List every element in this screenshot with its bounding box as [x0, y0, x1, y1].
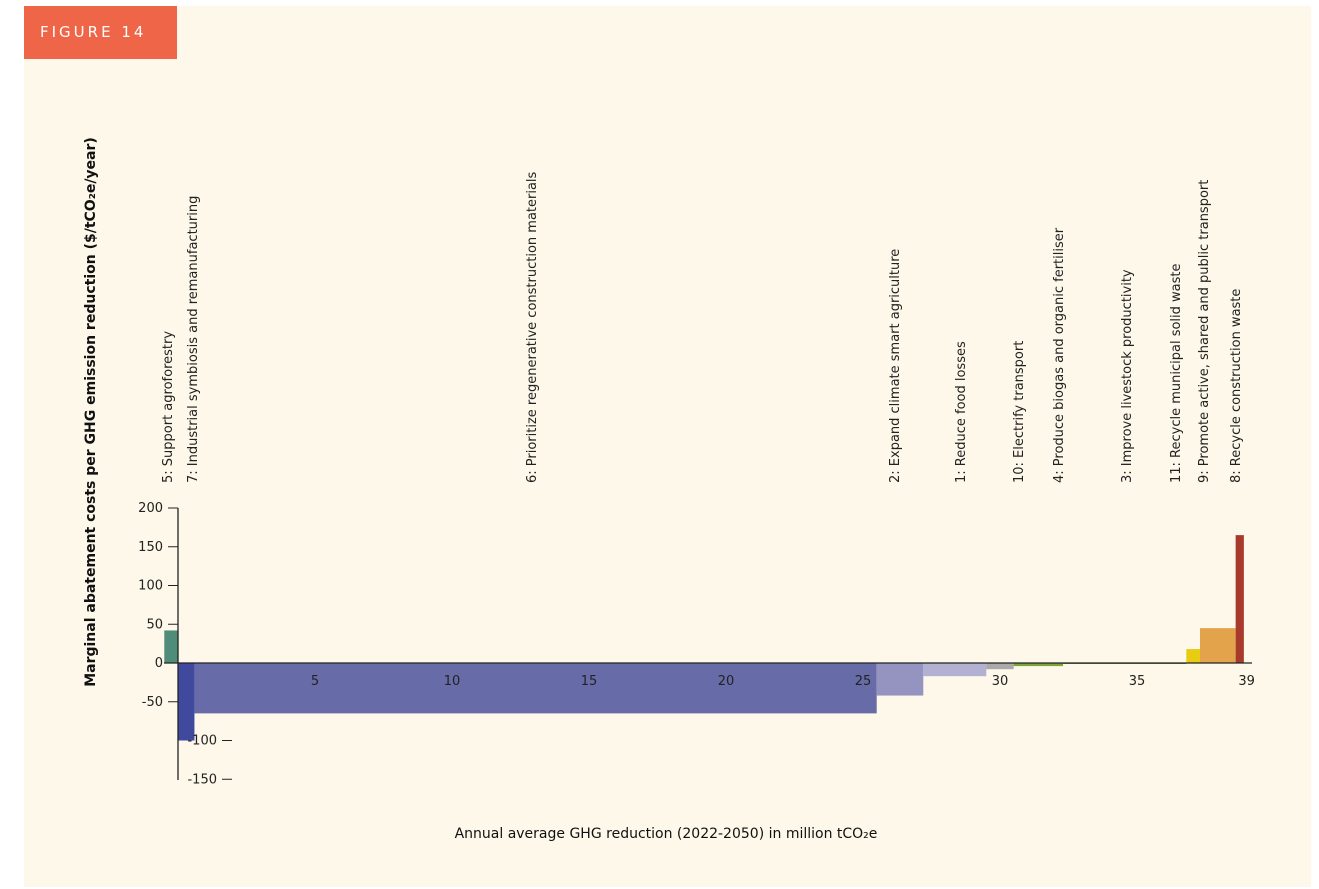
bar-11 — [1235, 535, 1244, 663]
bar-6 — [986, 663, 1014, 670]
category-label: 1: Reduce food losses — [954, 341, 969, 483]
axes-group: 200 150 100 50 0 -50 -100 -150 5 10 15 20 25 30 35 39 — [138, 501, 1255, 787]
bars-group — [164, 535, 1244, 741]
bar-7 — [1013, 663, 1064, 667]
category-label: 11: Recycle municipal solid waste — [1169, 263, 1184, 483]
bar-10 — [1200, 628, 1236, 663]
x-tick-label: 5 — [311, 674, 319, 689]
category-label: 10: Electrify transport — [1012, 341, 1027, 483]
bar-2 — [178, 663, 195, 741]
y-tick-label: -100 — [187, 734, 217, 749]
category-label: 3: Improve livestock productivity — [1120, 269, 1135, 483]
x-tick-label: 30 — [992, 674, 1009, 689]
x-tick-label: 25 — [855, 674, 872, 689]
category-label: 6: Prioritize regenerative construction … — [525, 171, 540, 483]
y-tick-label: 100 — [138, 579, 163, 594]
category-label: 5: Support agroforestry — [161, 331, 176, 483]
y-tick-label: 200 — [138, 501, 163, 516]
y-tick-label: 150 — [138, 540, 163, 555]
bar-9 — [1186, 649, 1201, 663]
y-tick-label: 0 — [155, 656, 163, 671]
x-tick-label: 10 — [444, 674, 461, 689]
category-labels-group: 5: Support agroforestry 7: Industrial sym… — [161, 171, 1244, 483]
category-label: 2: Expand climate smart agriculture — [888, 249, 903, 483]
y-tick-label: 50 — [146, 617, 163, 632]
category-label: 8: Recycle construction waste — [1229, 289, 1244, 483]
bar-3 — [194, 663, 877, 714]
x-tick-label: 15 — [581, 674, 598, 689]
y-tick-label: -150 — [187, 772, 217, 787]
x-axis-label: Annual average GHG reduction (2022-2050)… — [455, 826, 878, 842]
x-tick-label: 35 — [1129, 674, 1146, 689]
category-label: 7: Industrial symbiosis and remanufactur… — [186, 196, 201, 483]
bar-1 — [164, 630, 178, 663]
y-tick-label: -50 — [142, 695, 163, 710]
figure-badge: FIGURE 14 — [24, 6, 177, 59]
category-label: 4: Produce biogas and organic fertiliser — [1052, 227, 1067, 483]
x-tick-label: 20 — [718, 674, 735, 689]
bar-5 — [923, 663, 987, 677]
category-label: 9: Promote active, shared and public tra… — [1197, 180, 1212, 483]
y-axis-label: Marginal abatement costs per GHG emissio… — [83, 137, 99, 687]
x-tick-label: 39 — [1238, 674, 1255, 689]
chart-panel — [24, 6, 1311, 887]
bar-4 — [876, 663, 924, 696]
